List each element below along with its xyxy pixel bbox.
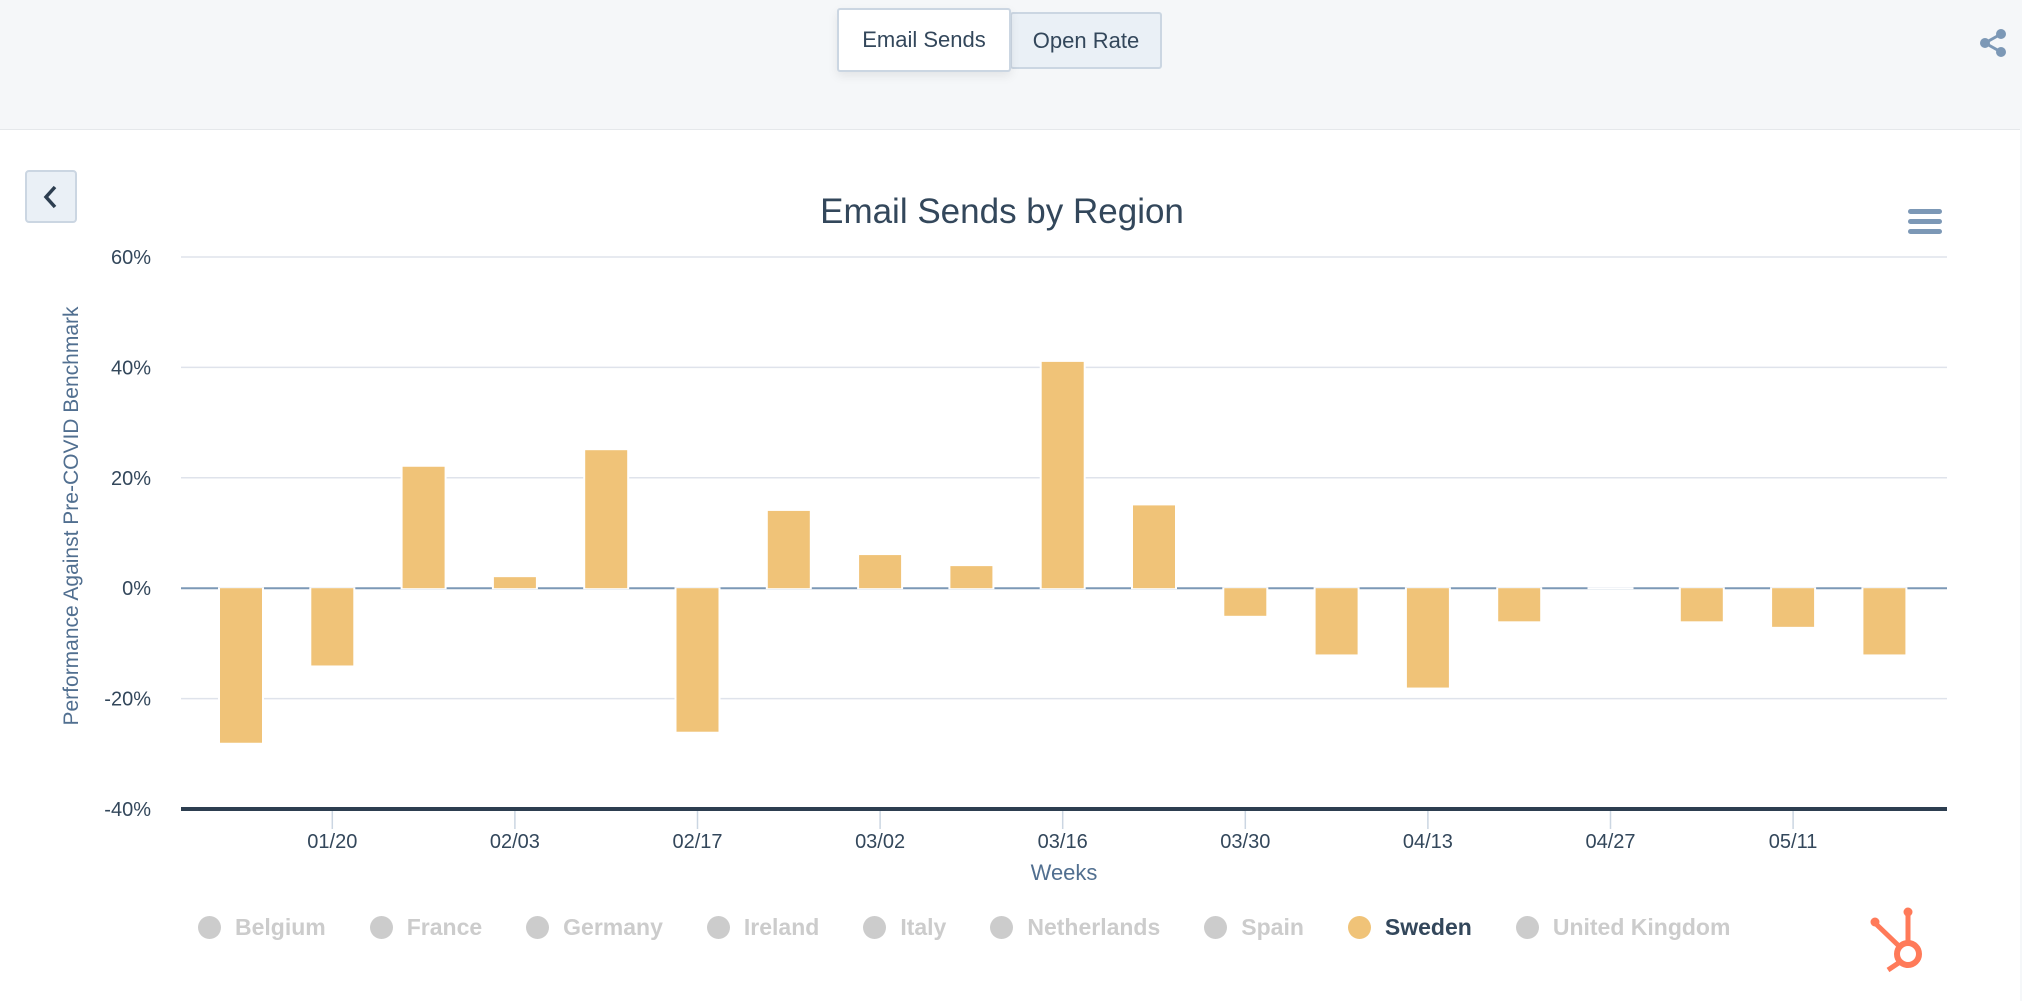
bar-outline [1587, 587, 1634, 590]
bar-03-02[interactable] [859, 555, 902, 589]
legend-item-germany[interactable]: Germany [526, 914, 663, 941]
x-tick-label: 05/11 [1769, 831, 1818, 853]
legend-dot-icon [526, 916, 550, 939]
bar-04-20[interactable] [1498, 588, 1541, 622]
legend-label: Netherlands [1027, 914, 1161, 940]
bar-05-18[interactable] [1863, 588, 1906, 655]
tab-email-sends[interactable]: Email Sends [837, 8, 1011, 72]
x-tick-label: 01/20 [307, 831, 357, 853]
x-tick-label: 03/30 [1220, 831, 1270, 853]
legend-dot-icon [1347, 916, 1371, 939]
bar-01-27[interactable] [402, 466, 445, 589]
legend-label: Ireland [743, 914, 820, 940]
bar-02-03[interactable] [493, 577, 536, 589]
legend-label: Sweden [1384, 914, 1472, 940]
legend-dot-icon [198, 916, 221, 939]
chart-title: Email Sends by Region [820, 192, 1184, 231]
legend-item-france[interactable]: France [369, 914, 483, 941]
legend-item-belgium[interactable]: Belgium [198, 914, 326, 941]
bar-01-20[interactable] [311, 588, 354, 666]
bar-03-30[interactable] [1224, 588, 1267, 616]
bar-04-13[interactable] [1406, 588, 1449, 688]
legend-item-spain[interactable]: Spain [1204, 914, 1304, 941]
legend-dot-icon [990, 916, 1014, 939]
legend-label: Italy [900, 914, 947, 940]
bar-01-13[interactable] [220, 588, 262, 743]
bar-03-09[interactable] [950, 566, 993, 589]
bar-02-24[interactable] [767, 510, 810, 589]
x-axis-label: Weeks [1031, 860, 1098, 885]
x-tick-label: 02/17 [672, 831, 722, 853]
hamburger-menu-icon[interactable] [1908, 209, 1942, 235]
legend-dot-icon [1204, 916, 1228, 939]
legend-item-italy[interactable]: Italy [863, 914, 946, 941]
x-tick-label: 03/02 [855, 831, 905, 853]
y-tick-label: -40% [104, 799, 151, 821]
x-tick-label: 04/27 [1585, 831, 1635, 853]
x-tick-label: 02/03 [490, 831, 540, 853]
legend-label: Germany [563, 914, 663, 940]
legend-dot-icon [863, 916, 887, 939]
y-tick-label: 20% [111, 468, 151, 490]
bar-02-10[interactable] [585, 450, 628, 589]
legend-dot-icon [1515, 916, 1539, 939]
y-tick-label: 60% [111, 247, 151, 269]
bar-03-23[interactable] [1133, 505, 1175, 589]
bar-02-17[interactable] [676, 588, 719, 732]
y-tick-label: 40% [111, 357, 151, 379]
hubspot-logo [1870, 907, 1922, 973]
chevron-left-icon [43, 185, 57, 208]
legend-item-sweden[interactable]: Sweden [1347, 914, 1472, 941]
legend-item-ireland[interactable]: Ireland [706, 914, 820, 941]
x-tick-label: 03/16 [1038, 831, 1088, 853]
back-button[interactable] [25, 170, 77, 223]
y-tick-label: 0% [122, 578, 151, 600]
bar-05-11[interactable] [1772, 588, 1815, 627]
tab-open-rate[interactable]: Open Rate [1010, 12, 1162, 69]
x-tick-label: 04/13 [1403, 831, 1453, 853]
legend-dot-icon [706, 916, 730, 939]
chart-card [0, 129, 2020, 1001]
legend-item-netherlands[interactable]: Netherlands [990, 914, 1160, 941]
y-axis-label: Performance Against Pre-COVID Benchmark [60, 306, 83, 725]
bar-05-04[interactable] [1680, 588, 1723, 622]
legend-label: Belgium [235, 914, 326, 940]
bar-03-16[interactable] [1041, 361, 1084, 589]
legend-label: Spain [1241, 914, 1304, 940]
legend-item-united-kingdom[interactable]: United Kingdom [1515, 914, 1731, 941]
bar-04-06[interactable] [1315, 588, 1358, 655]
legend-dot-icon [369, 916, 393, 939]
y-tick-label: -20% [104, 689, 151, 711]
legend: Belgium France Germany Ireland Italy Netherla… [198, 914, 1774, 941]
legend-label: United Kingdom [1552, 914, 1731, 940]
legend-label: France [406, 914, 483, 940]
share-icon[interactable] [1978, 28, 2008, 58]
